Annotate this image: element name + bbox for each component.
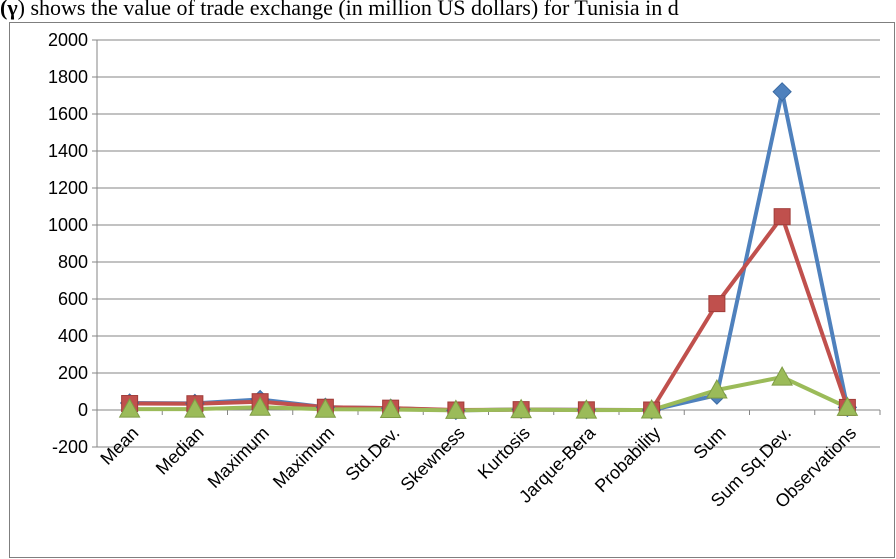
data-point-triangle (706, 378, 728, 399)
x-category-label: Median (152, 423, 208, 479)
data-point-triangle (314, 398, 337, 418)
x-category-label: Maximum (269, 423, 338, 492)
figure-caption: (γ) shows the value of trade exchange (i… (0, 0, 896, 22)
caption-symbol: γ (7, 0, 18, 20)
y-tick-label: 800 (58, 252, 88, 272)
data-point-triangle (575, 399, 598, 419)
data-point-diamond (772, 82, 792, 102)
data-point-square (708, 295, 726, 313)
data-point-triangle (640, 398, 663, 419)
x-category-label: Skewness (397, 423, 469, 495)
x-category-label: Probability (591, 423, 665, 497)
series-markers (118, 82, 859, 421)
y-tick-label: -200 (52, 437, 88, 457)
caption-prefix: ( (0, 0, 8, 20)
y-axis-tick-labels: -200 0 200 400 600 800 1000 1200 1400 1600 1800 200… (48, 30, 88, 457)
x-category-label: Kurtosis (474, 423, 534, 483)
y-tick-label: 400 (58, 326, 88, 346)
x-category-label: Maximum (204, 423, 273, 492)
y-tick-label: 1200 (48, 178, 88, 198)
y-tick-label: 1400 (48, 141, 88, 161)
x-category-label: Sum (689, 423, 729, 463)
data-point-triangle (249, 396, 271, 416)
y-tick-label: 1600 (48, 104, 88, 124)
series-line-3 (129, 375, 849, 413)
data-point-triangle (118, 398, 141, 418)
x-category-label: Mean (96, 423, 142, 469)
series-line-1 (129, 89, 850, 413)
y-tick-label: 1000 (48, 215, 88, 235)
data-point-triangle (379, 398, 402, 418)
data-point-triangle (184, 398, 206, 418)
series-line-2 (129, 214, 850, 412)
chart-frame (9, 22, 895, 558)
y-tick-label: 1800 (48, 67, 88, 87)
data-point-triangle (445, 399, 467, 419)
y-tick-label: 2000 (48, 30, 88, 50)
x-category-label: Std.Dev. (341, 423, 403, 485)
y-tick-label: 200 (58, 363, 88, 383)
data-point-triangle (771, 366, 793, 386)
series-lines (129, 89, 850, 413)
data-point-square (773, 208, 791, 226)
y-tick-label: 0 (78, 400, 88, 420)
caption-text: ) shows the value of trade exchange (in … (17, 0, 679, 20)
data-point-triangle (836, 396, 859, 416)
y-tick-label: 600 (58, 289, 88, 309)
data-point-triangle (510, 398, 532, 419)
